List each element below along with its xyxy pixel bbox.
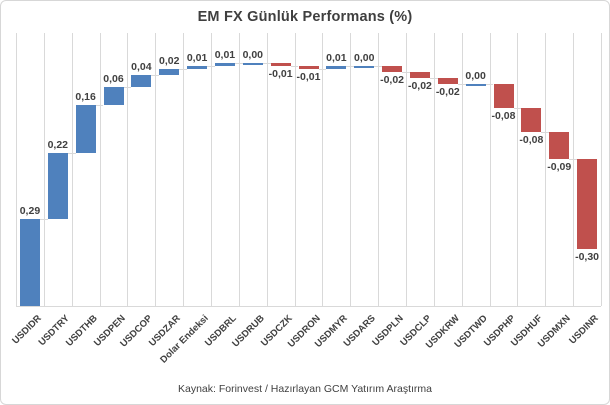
category-gridline [127, 33, 129, 306]
waterfall-bar [19, 219, 40, 306]
waterfall-bar [493, 84, 514, 108]
bar-value-label: 0,01 [186, 52, 208, 64]
bar-value-label: -0,01 [268, 68, 293, 80]
plot-area: 0,29 0,22 0,16 0,06 0,04 0,02 0,01 0,01 0,00 -0,0… [16, 33, 602, 307]
waterfall-bar [382, 66, 403, 72]
bar-value-label: -0,01 [296, 71, 321, 83]
category-gridline [99, 33, 101, 306]
waterfall-bar [577, 159, 598, 249]
category-gridline [183, 33, 185, 306]
bar-value-label: -0,30 [575, 251, 600, 263]
category-gridline [601, 33, 602, 306]
waterfall-connector [179, 69, 188, 70]
waterfall-connector [67, 153, 76, 154]
waterfall-connector [151, 75, 160, 76]
bar-value-label: 0,02 [158, 55, 180, 67]
waterfall-connector [95, 105, 104, 106]
category-gridline [322, 33, 324, 306]
category-gridline [16, 33, 17, 306]
waterfall-connector [429, 78, 438, 79]
waterfall-connector [457, 84, 466, 85]
bar-value-label: 0,22 [47, 139, 68, 151]
category-gridline [517, 33, 519, 306]
bar-value-label: 0,00 [465, 70, 486, 82]
waterfall-bar [214, 63, 235, 66]
waterfall-connector [234, 63, 243, 64]
waterfall-connector [541, 132, 550, 133]
waterfall-bar [437, 78, 458, 84]
bar-value-label: -0,08 [519, 134, 544, 146]
waterfall-connector [513, 108, 522, 109]
waterfall-connector [290, 66, 299, 67]
bar-value-label: -0,02 [407, 80, 432, 92]
waterfall-bar [159, 69, 180, 75]
waterfall-bar [75, 105, 96, 153]
waterfall-connector [569, 159, 578, 160]
waterfall-connector [39, 219, 48, 220]
bar-value-label: 0,00 [242, 49, 263, 61]
category-gridline [155, 33, 157, 306]
chart-title: EM FX Günlük Performans (%) [197, 9, 413, 25]
waterfall-bar [131, 75, 152, 87]
waterfall-bar [187, 66, 208, 69]
category-axis-line [16, 306, 601, 307]
waterfall-bar [354, 66, 375, 68]
waterfall-connector [262, 63, 271, 64]
category-gridline [211, 33, 212, 306]
waterfall-bar [298, 66, 319, 69]
category-gridline [433, 33, 435, 306]
category-gridline [266, 33, 268, 306]
category-gridline [545, 33, 547, 306]
bar-value-label: 0,06 [103, 73, 124, 85]
bar-value-label: 0,01 [214, 49, 236, 61]
bar-value-label: 0,16 [75, 91, 96, 103]
waterfall-bar [326, 66, 347, 69]
category-gridline [573, 33, 575, 306]
waterfall-connector [402, 72, 410, 73]
x-axis: USDIDR USDTRY USDTHB USDPEN USDCOP USDZAR Dola… [10, 306, 601, 376]
waterfall-bar [521, 108, 542, 132]
bar-value-label: -0,08 [491, 110, 516, 122]
waterfall-bar [103, 87, 124, 105]
waterfall-bar [549, 132, 570, 159]
category-gridline [489, 33, 491, 306]
bar-value-label: 0,00 [353, 52, 375, 64]
category-gridline [461, 33, 463, 306]
waterfall-connector [123, 87, 132, 88]
waterfall-bar [465, 84, 486, 86]
bar-value-label: -0,09 [547, 161, 572, 173]
waterfall-connector [485, 84, 494, 85]
waterfall-connector [207, 66, 215, 67]
category-gridline [71, 33, 73, 306]
bar-value-label: -0,02 [380, 74, 405, 86]
waterfall-bar [242, 63, 263, 65]
waterfall-connector [318, 69, 327, 70]
waterfall-connector [374, 66, 383, 67]
category-gridline [406, 33, 407, 306]
bar-value-label: -0,02 [435, 86, 460, 98]
category-gridline [378, 33, 380, 306]
bar-value-label: 0,01 [326, 52, 347, 64]
waterfall-bar [47, 153, 68, 219]
waterfall-bar [270, 63, 291, 66]
category-gridline [350, 33, 352, 306]
category-gridline [43, 33, 45, 306]
bar-value-label: 0,29 [19, 205, 41, 217]
waterfall-bar [409, 72, 430, 78]
source-note: Kaynak: Forinvest / Hazırlayan GCM Yatır… [177, 383, 433, 395]
category-gridline [238, 33, 240, 306]
category-gridline [294, 33, 296, 306]
bar-value-label: 0,04 [131, 61, 152, 73]
waterfall-connector [346, 66, 355, 67]
